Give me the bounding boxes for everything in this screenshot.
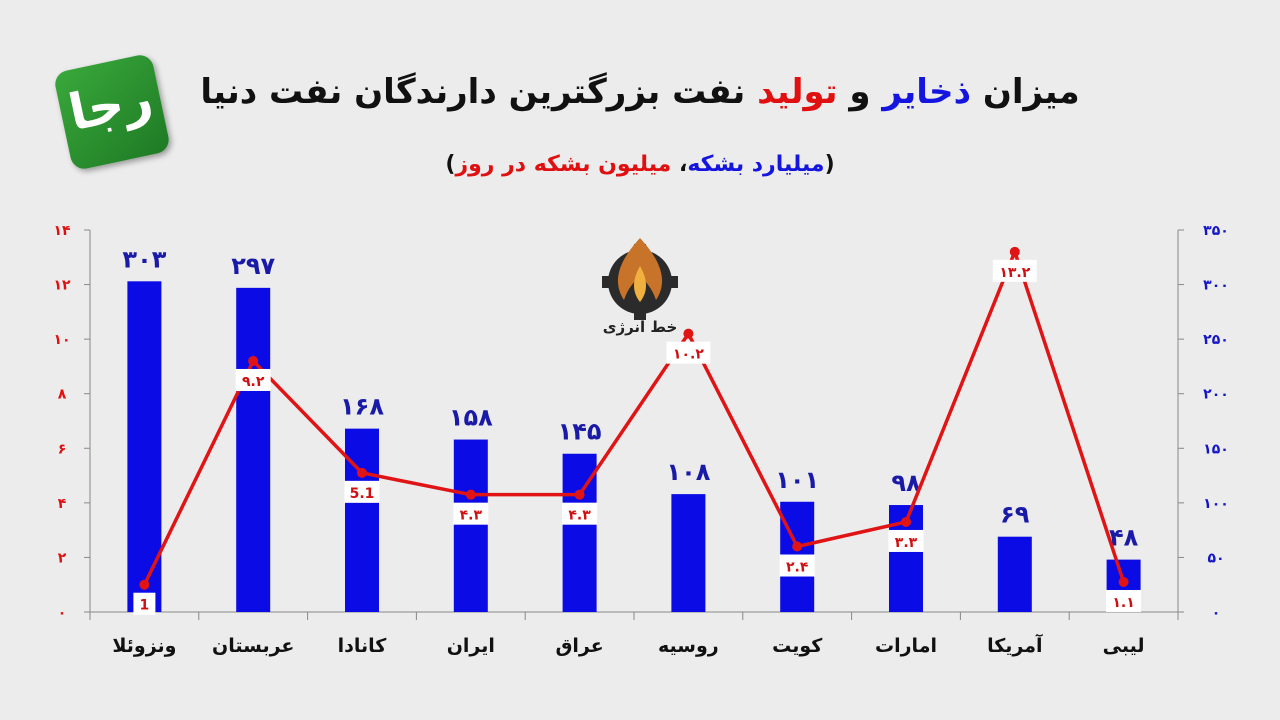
x-tick-label: ونزوئلا <box>112 635 176 657</box>
y-left-tick-label: ۲ <box>58 550 67 566</box>
bar <box>997 536 1032 612</box>
title-part5: نفت بزرگترین دارندگان نفت دنیا <box>200 72 746 112</box>
line-point <box>574 489 585 500</box>
bar-value-label: ۱۰۱ <box>775 466 819 494</box>
line-label-box <box>562 502 598 525</box>
x-tick-labels: ونزوئلا عربستان کانادا ایران عراق روسیه کویت ام… <box>112 633 1144 657</box>
bar <box>671 494 706 612</box>
x-tick-label: امارات <box>875 635 937 657</box>
chart-subtitle: (میلیارد بشکه، میلیون بشکه در روز) <box>300 152 980 177</box>
y-right-tick-label: ۰ <box>1212 605 1221 621</box>
y-right-tick-label: ۱۵۰ <box>1203 441 1229 457</box>
bar-value-label: ۱۵۸ <box>449 404 493 432</box>
line-value-label: ۱.۱ <box>1112 595 1134 611</box>
y-left-tick-label: ۸ <box>58 387 67 403</box>
y-left-tick-label: ۶ <box>58 441 67 457</box>
line-value-label: ۳.۳ <box>895 535 918 551</box>
production-line-series: 1 ۹.۲ 5.1 ۴.۳ ۴.۳ ۱۰.۲ ۲.۴ ۳.۳ ۱۳.۲ ۱.۱ <box>133 246 1142 615</box>
bar <box>345 428 379 612</box>
line-point <box>901 516 911 527</box>
line-point <box>1118 576 1129 587</box>
line-label-box <box>453 502 489 525</box>
chart-title: میزان ذخایر و تولید نفت بزرگترین دارندگا… <box>180 72 1100 112</box>
bar-value-label: ۱۰۸ <box>666 458 710 486</box>
title-reserves-word: ذخایر <box>882 72 972 112</box>
bar-value-label: ۳۰۳ <box>122 245 166 273</box>
line-point <box>792 541 803 552</box>
subtitle-close: ) <box>445 152 456 177</box>
line-value-label: ۴.۳ <box>568 508 591 524</box>
line-label-box <box>1106 589 1142 612</box>
bar <box>453 439 488 612</box>
y-left-tick-label: ۴ <box>58 496 67 512</box>
x-tick-label: عراق <box>555 635 603 657</box>
line-label-box <box>992 259 1037 282</box>
x-tick-label: لیبی <box>1103 635 1145 657</box>
y-left-tick-label: ۱۴ <box>53 223 71 239</box>
y-left-tick-label: ۱۲ <box>53 278 71 294</box>
bar <box>127 281 162 612</box>
y-right-tick-label: ۵۰ <box>1207 550 1224 566</box>
line-point <box>139 579 150 590</box>
bars-series <box>127 281 1141 612</box>
watermark-text: خط انرژی <box>603 318 678 336</box>
line-value-label: 5.1 <box>350 486 375 502</box>
line-value-label: ۱۳.۲ <box>999 265 1030 281</box>
subtitle-separator: ، <box>678 152 688 177</box>
line-label-box <box>133 592 156 615</box>
title-part3: و <box>849 72 871 112</box>
line-point <box>357 467 367 478</box>
y-right-tick-label: ۲۵۰ <box>1203 332 1229 348</box>
bar-value-label: ۱۴۵ <box>558 418 602 446</box>
x-tick-label: ایران <box>447 635 495 657</box>
x-tick-label: روسیه <box>658 635 719 657</box>
chart-axes: ۰ ۲ ۴ ۶ ۸ ۱۰ ۱۲ ۱۴ ۰ ۵۰ ۱۰۰ ۱۵۰ ۲۰۰ ۲۵۰ ۳۰۰ ۳۵۰ <box>53 223 1228 621</box>
line-label-box <box>666 341 711 364</box>
title-part1: میزان <box>982 72 1080 112</box>
line-point <box>1009 246 1020 257</box>
production-line <box>142 250 1126 586</box>
line-point <box>683 328 694 339</box>
bar-value-label: ۱۶۸ <box>340 393 384 421</box>
subtitle-open: ( <box>824 152 835 177</box>
line-label-box <box>888 529 924 552</box>
x-tick-label: آمریکا <box>987 633 1043 657</box>
x-tick-label: عربستان <box>212 635 294 657</box>
bar-value-label: ۶۹ <box>1000 501 1030 529</box>
bar-value-label: ۲۹۷ <box>231 252 275 280</box>
subtitle-reserves-unit: میلیارد بشکه <box>687 152 825 177</box>
subtitle-production-unit: میلیون بشکه در روز <box>455 152 672 177</box>
line-value-label: ۹.۲ <box>242 374 265 390</box>
bar <box>236 287 271 612</box>
line-label-box <box>344 480 380 503</box>
line-label-box <box>235 368 271 391</box>
line-point <box>465 489 476 500</box>
title-production-word: تولید <box>757 72 838 112</box>
line-value-label: ۱۰.۲ <box>673 347 704 363</box>
y-left-tick-label: ۰ <box>58 605 67 621</box>
line-value-label: 1 <box>140 598 150 614</box>
y-right-tick-label: ۲۰۰ <box>1203 387 1229 403</box>
y-right-tick-label: ۳۰۰ <box>1203 278 1229 294</box>
line-label-box <box>779 554 815 577</box>
line-point <box>248 355 259 366</box>
y-left-tick-label: ۱۰ <box>53 332 70 348</box>
flame-gear-logo-icon: خط انرژی <box>602 238 678 336</box>
x-tick-label: کانادا <box>338 635 388 657</box>
line-value-label: ۲.۴ <box>786 560 809 576</box>
x-tick-label: کویت <box>772 635 823 657</box>
y-right-tick-label: ۳۵۰ <box>1203 223 1229 239</box>
y-right-tick-label: ۱۰۰ <box>1203 496 1229 512</box>
line-value-label: ۴.۳ <box>460 508 483 524</box>
